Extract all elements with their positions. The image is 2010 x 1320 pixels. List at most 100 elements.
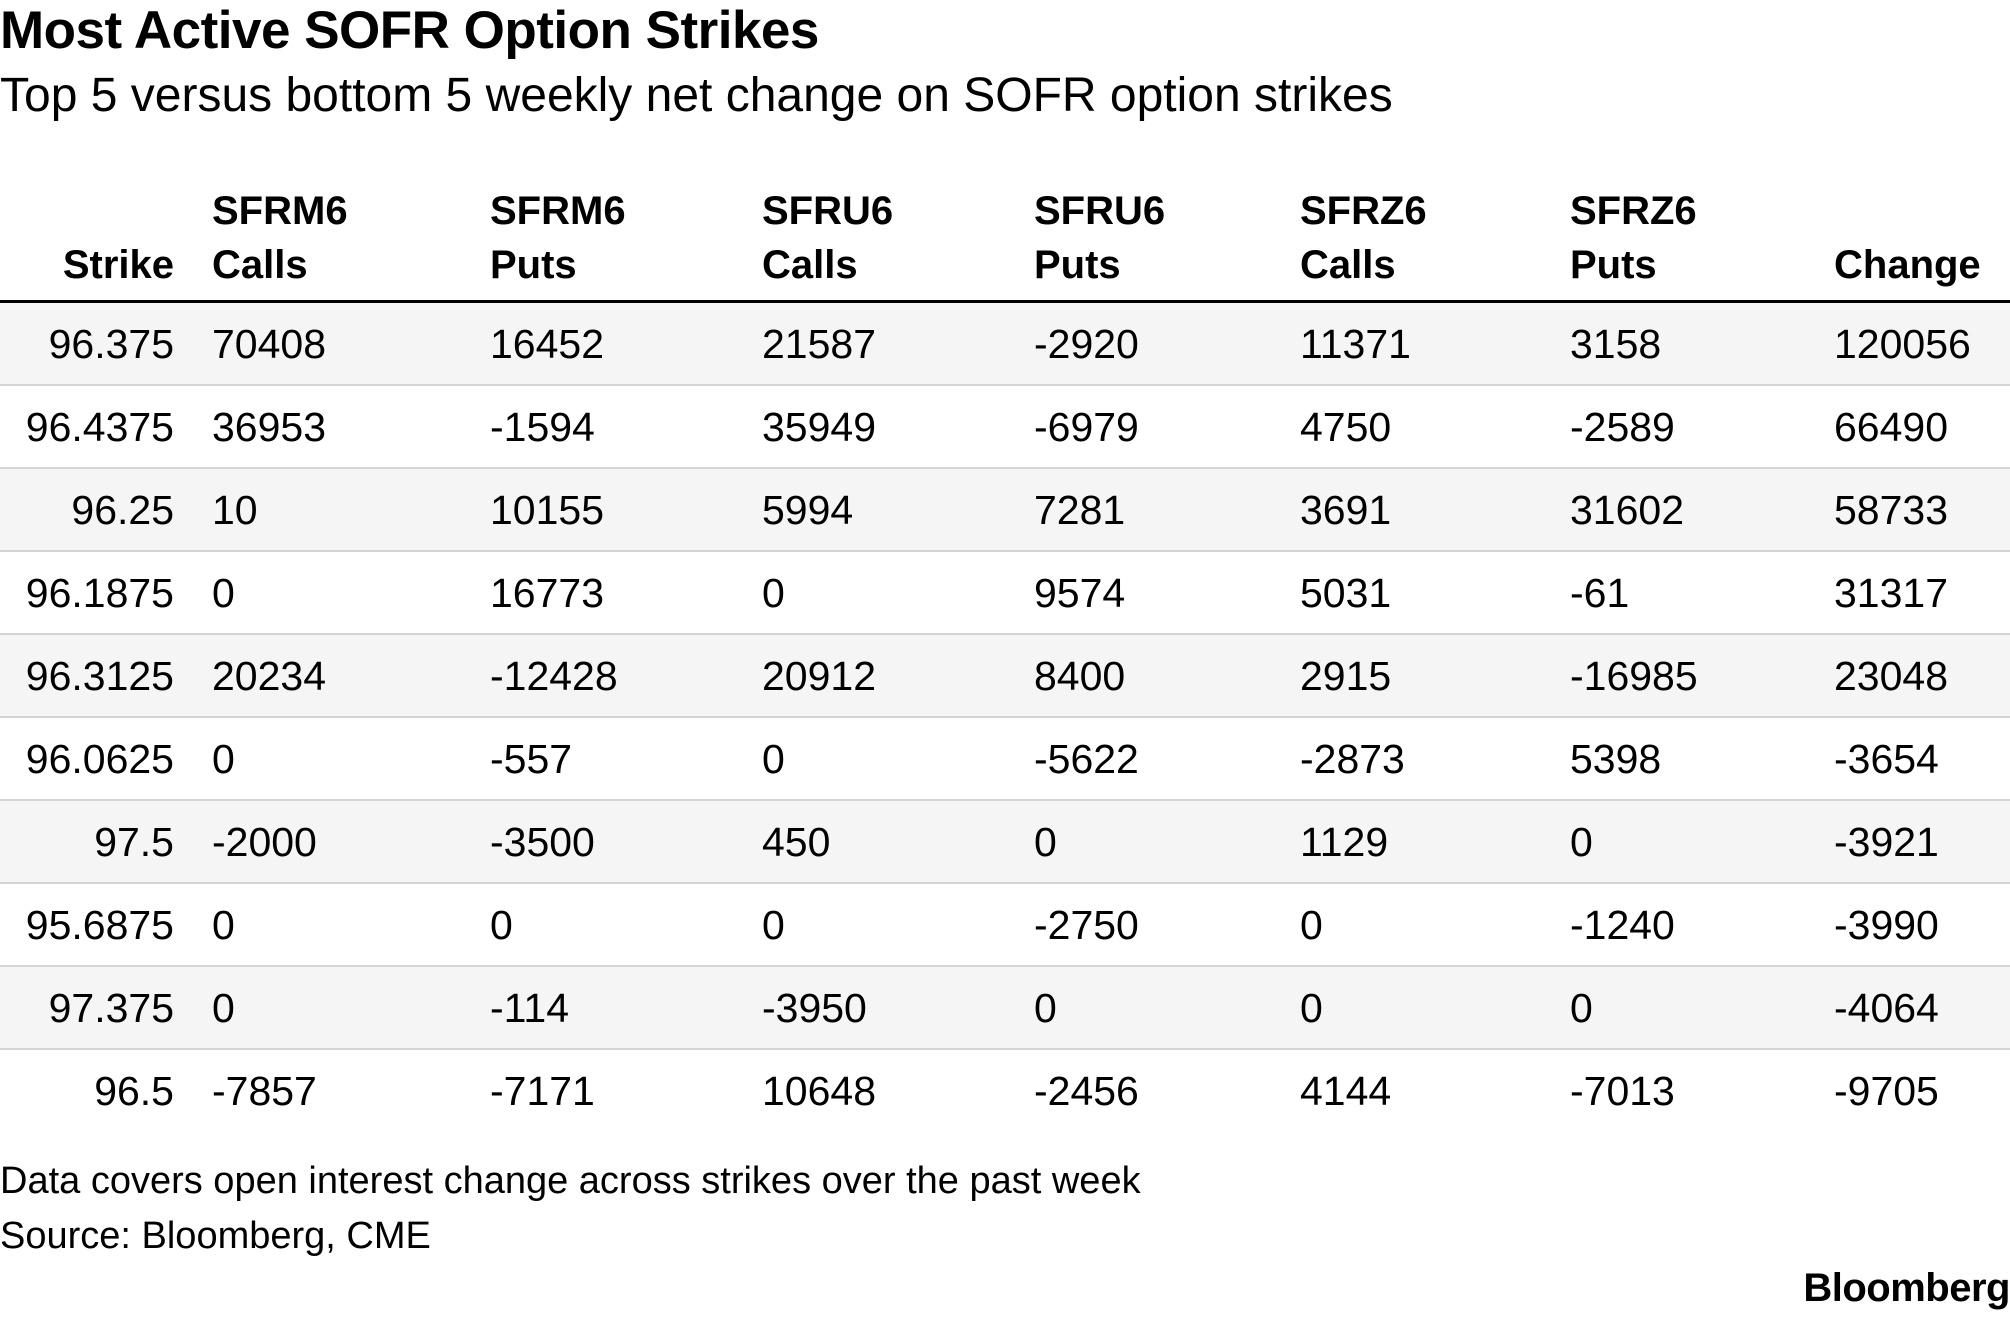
change-cell: 120056 bbox=[1834, 301, 2010, 386]
header-line-2: Change bbox=[1834, 243, 1981, 287]
sfrz6-puts-cell: -7013 bbox=[1570, 1049, 1834, 1131]
strike-cell: 96.4375 bbox=[0, 385, 212, 469]
sfrz6-puts-cell: -1240 bbox=[1570, 883, 1834, 967]
sfrm6-puts-cell: 0 bbox=[490, 883, 762, 967]
table-row: 96.375 70408 16452 21587 -2920 11371 3158 12005… bbox=[0, 301, 2010, 386]
sfrm6-calls-cell: 20234 bbox=[212, 634, 490, 718]
sfrz6-calls-cell: 2915 bbox=[1300, 634, 1570, 718]
sfrm6-calls-cell: 0 bbox=[212, 966, 490, 1050]
strike-cell: 97.5 bbox=[0, 800, 212, 884]
table-row: 96.1875 0 16773 0 9574 5031 -61 31317 bbox=[0, 551, 2010, 635]
sfrm6-puts-cell: -12428 bbox=[490, 634, 762, 718]
sfrz6-puts-cell: -61 bbox=[1570, 551, 1834, 635]
table-row: 97.375 0 -114 -3950 0 0 0 -4064 bbox=[0, 966, 2010, 1050]
header-sfru6-calls: SFRU6 Calls bbox=[762, 168, 1034, 303]
header-sfrz6-puts: SFRZ6 Puts bbox=[1570, 168, 1834, 303]
change-cell: -3654 bbox=[1834, 717, 2010, 801]
header-change: Change bbox=[1834, 168, 2010, 303]
table-row: 97.5 -2000 -3500 450 0 1129 0 -3921 bbox=[0, 800, 2010, 884]
header-line-1: SFRM6 bbox=[212, 189, 348, 233]
table-row: 96.4375 36953 -1594 35949 -6979 4750 -2589 6649… bbox=[0, 385, 2010, 469]
header-line-1 bbox=[0, 184, 174, 238]
sfrz6-calls-cell: 1129 bbox=[1300, 800, 1570, 884]
change-cell: -9705 bbox=[1834, 1049, 2010, 1131]
header-line-2: Puts bbox=[1034, 243, 1121, 287]
sfru6-calls-cell: 0 bbox=[762, 551, 1034, 635]
sfrz6-calls-cell: 3691 bbox=[1300, 468, 1570, 552]
header-line-2: Calls bbox=[762, 243, 858, 287]
sfru6-calls-cell: -3950 bbox=[762, 966, 1034, 1050]
sfrz6-calls-cell: 4144 bbox=[1300, 1049, 1570, 1131]
sfru6-calls-cell: 0 bbox=[762, 717, 1034, 801]
header-line-2: Puts bbox=[490, 243, 577, 287]
sfrm6-puts-cell: 16452 bbox=[490, 301, 762, 386]
sfru6-puts-cell: 9574 bbox=[1034, 551, 1300, 635]
change-cell: -3921 bbox=[1834, 800, 2010, 884]
sfrz6-calls-cell: 0 bbox=[1300, 883, 1570, 967]
table-row: 96.3125 20234 -12428 20912 8400 2915 -16985 230… bbox=[0, 634, 2010, 718]
sfrz6-puts-cell: 0 bbox=[1570, 800, 1834, 884]
sfru6-puts-cell: 8400 bbox=[1034, 634, 1300, 718]
sfrm6-puts-cell: -1594 bbox=[490, 385, 762, 469]
sfrz6-calls-cell: 0 bbox=[1300, 966, 1570, 1050]
sfru6-puts-cell: -5622 bbox=[1034, 717, 1300, 801]
sfrm6-puts-cell: 10155 bbox=[490, 468, 762, 552]
sfrz6-puts-cell: 0 bbox=[1570, 966, 1834, 1050]
sfrz6-puts-cell: -16985 bbox=[1570, 634, 1834, 718]
sfrz6-calls-cell: 5031 bbox=[1300, 551, 1570, 635]
chart-title: Most Active SOFR Option Strikes bbox=[0, 1, 819, 60]
sfrm6-puts-cell: -7171 bbox=[490, 1049, 762, 1131]
header-line-1: SFRZ6 bbox=[1570, 189, 1697, 233]
sfrz6-calls-cell: 4750 bbox=[1300, 385, 1570, 469]
sfru6-calls-cell: 0 bbox=[762, 883, 1034, 967]
sfru6-puts-cell: -2750 bbox=[1034, 883, 1300, 967]
change-cell: 23048 bbox=[1834, 634, 2010, 718]
sfrm6-calls-cell: 0 bbox=[212, 551, 490, 635]
table-row: 96.25 10 10155 5994 7281 3691 31602 58733 bbox=[0, 468, 2010, 552]
sfru6-calls-cell: 20912 bbox=[762, 634, 1034, 718]
change-cell: 31317 bbox=[1834, 551, 2010, 635]
sfrm6-puts-cell: -114 bbox=[490, 966, 762, 1050]
sfrm6-calls-cell: 36953 bbox=[212, 385, 490, 469]
sfrm6-calls-cell: 0 bbox=[212, 717, 490, 801]
strike-cell: 96.1875 bbox=[0, 551, 212, 635]
sfrm6-puts-cell: -3500 bbox=[490, 800, 762, 884]
chart-subtitle: Top 5 versus bottom 5 weekly net change … bbox=[0, 69, 1393, 122]
header-row: Strike SFRM6 Calls SFRM6 Puts SFRU6 Calls SFRU6… bbox=[0, 168, 2010, 303]
sfrz6-puts-cell: 5398 bbox=[1570, 717, 1834, 801]
sfru6-calls-cell: 35949 bbox=[762, 385, 1034, 469]
sfrm6-calls-cell: 10 bbox=[212, 468, 490, 552]
sfrz6-puts-cell: 3158 bbox=[1570, 301, 1834, 386]
change-cell: 58733 bbox=[1834, 468, 2010, 552]
strike-cell: 96.3125 bbox=[0, 634, 212, 718]
header-line-2: Calls bbox=[1300, 243, 1396, 287]
sfrm6-calls-cell: -7857 bbox=[212, 1049, 490, 1131]
header-line-1: SFRU6 bbox=[1034, 189, 1166, 233]
header-line-1: SFRM6 bbox=[490, 189, 626, 233]
sfrz6-calls-cell: 11371 bbox=[1300, 301, 1570, 386]
strike-cell: 95.6875 bbox=[0, 883, 212, 967]
sfru6-puts-cell: 7281 bbox=[1034, 468, 1300, 552]
change-cell: -3990 bbox=[1834, 883, 2010, 967]
footnote: Data covers open interest change across … bbox=[0, 1160, 1141, 1202]
options-table: Strike SFRM6 Calls SFRM6 Puts SFRU6 Calls SFRU6… bbox=[0, 168, 2010, 1131]
table-row: 96.5 -7857 -7171 10648 -2456 4144 -7013 -9705 bbox=[0, 1049, 2010, 1131]
header-line-2: Puts bbox=[1570, 243, 1657, 287]
sfru6-calls-cell: 21587 bbox=[762, 301, 1034, 386]
header-line-1 bbox=[1834, 184, 2010, 238]
sfrm6-puts-cell: 16773 bbox=[490, 551, 762, 635]
table-row: 96.0625 0 -557 0 -5622 -2873 5398 -3654 bbox=[0, 717, 2010, 801]
sfru6-puts-cell: -6979 bbox=[1034, 385, 1300, 469]
sfru6-calls-cell: 450 bbox=[762, 800, 1034, 884]
sfrm6-puts-cell: -557 bbox=[490, 717, 762, 801]
header-sfrz6-calls: SFRZ6 Calls bbox=[1300, 168, 1570, 303]
sfru6-puts-cell: 0 bbox=[1034, 800, 1300, 884]
sfru6-puts-cell: -2920 bbox=[1034, 301, 1300, 386]
sfru6-calls-cell: 10648 bbox=[762, 1049, 1034, 1131]
sfrm6-calls-cell: -2000 bbox=[212, 800, 490, 884]
header-sfrm6-puts: SFRM6 Puts bbox=[490, 168, 762, 303]
strike-cell: 96.0625 bbox=[0, 717, 212, 801]
table-body: 96.375 70408 16452 21587 -2920 11371 3158 12005… bbox=[0, 301, 2010, 1131]
table-row: 95.6875 0 0 0 -2750 0 -1240 -3990 bbox=[0, 883, 2010, 967]
sfru6-puts-cell: 0 bbox=[1034, 966, 1300, 1050]
